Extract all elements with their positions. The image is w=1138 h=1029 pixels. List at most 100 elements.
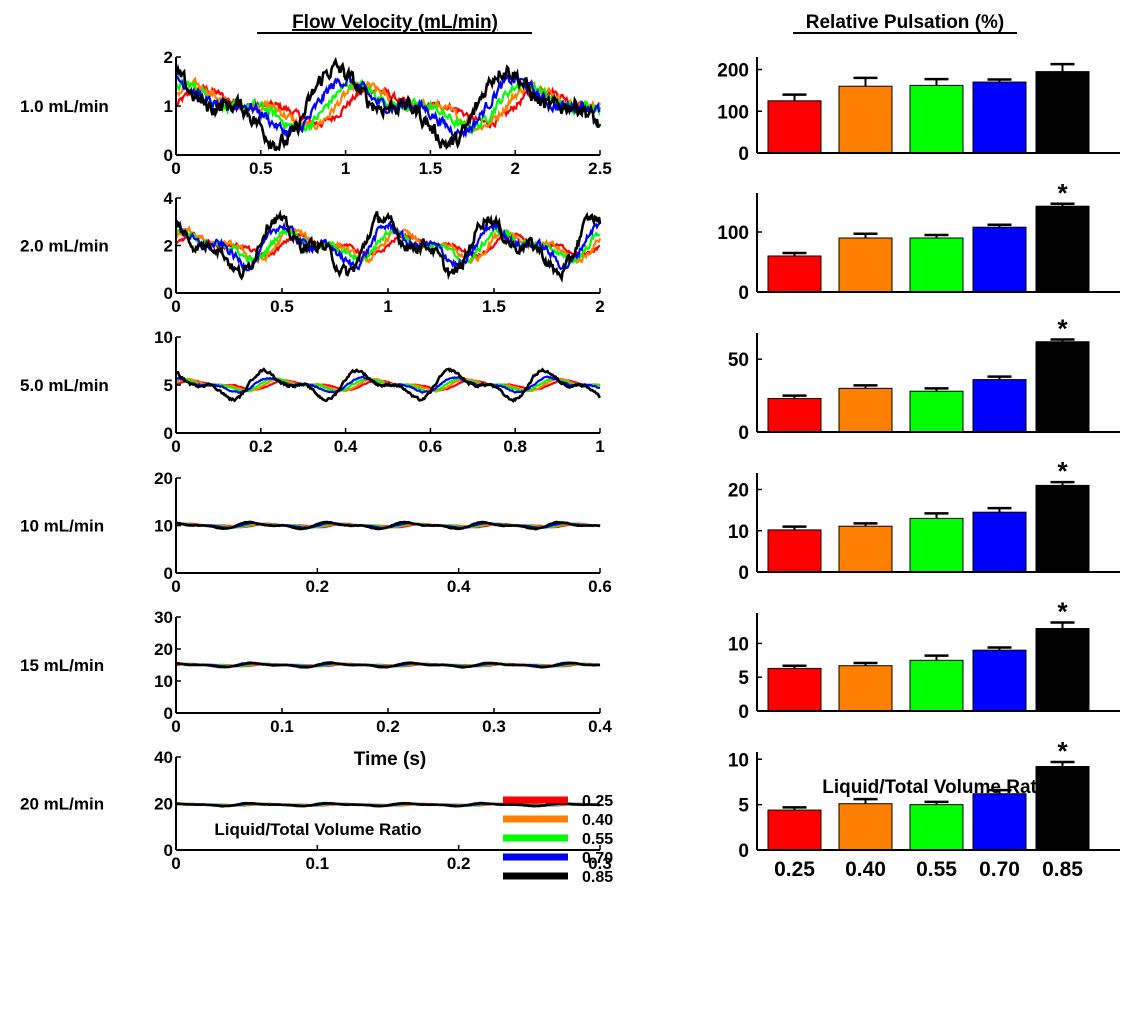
bar-0.70	[972, 81, 1027, 154]
x-tick-label: 1	[341, 159, 350, 178]
bar-0.85	[1035, 766, 1090, 851]
trace-0.85	[175, 367, 602, 403]
y-tick-label: 20	[154, 795, 173, 814]
y-tick-label: 40	[154, 748, 173, 767]
y-tick-label: 0	[738, 702, 749, 723]
flow-panel-1: 1.0 mL/min 0 1 2 0 0.5 1 1.5 2 2.5	[20, 48, 612, 178]
y-tick-label: 100	[717, 102, 749, 123]
trace-0.85	[174, 56, 602, 152]
flow-row-label: 1.0 mL/min	[20, 97, 109, 116]
bar-0.70	[972, 379, 1027, 433]
bar-0.55	[909, 390, 964, 433]
y-tick-label: 0	[164, 564, 173, 583]
x-tick-label: 1	[595, 437, 604, 456]
legend-label: 0.55	[582, 831, 613, 848]
y-tick-label: 20	[154, 640, 173, 659]
x-tick-label: 0.2	[447, 854, 471, 873]
pulsation-panel-5: * 0 5 10	[728, 596, 1120, 723]
y-tick-label: 4	[164, 189, 174, 208]
y-tick-label: 5	[738, 668, 749, 689]
x-tick-label: 0	[171, 297, 180, 316]
bar-0.25	[767, 398, 822, 433]
relative-pulsation-panels: 0 100 200 * 0 100 * 0 50 * 0 10 20 * 0 5 10 * 0 5 10 0.25 0.40…	[717, 57, 1120, 881]
bar-0.40	[838, 525, 893, 573]
x-category-label: 0.55	[916, 858, 957, 881]
x-tick-label: 0.6	[419, 437, 443, 456]
significance-marker: *	[1057, 596, 1068, 626]
y-tick-label: 100	[717, 223, 749, 244]
legend-label: 0.40	[582, 812, 613, 829]
y-tick-label: 0	[738, 283, 749, 304]
y-tick-label: 10	[154, 328, 173, 347]
x-tick-label: 0	[171, 577, 180, 596]
legend: Liquid/Total Volume Ratio 0.25 0.40 0.55 0.…	[214, 793, 613, 886]
legend-title: Liquid/Total Volume Ratio	[214, 820, 421, 839]
y-tick-label: 5	[738, 796, 749, 817]
x-tick-label: 0.1	[270, 717, 294, 736]
x-category-label: 0.40	[845, 858, 886, 881]
y-tick-label: 0	[738, 144, 749, 165]
x-tick-label: 0	[171, 854, 180, 873]
y-tick-label: 2	[164, 48, 173, 67]
x-category-label: 0.85	[1042, 858, 1083, 881]
bar-0.70	[972, 226, 1027, 293]
y-tick-label: 1	[164, 97, 173, 116]
x-tick-label: 2	[595, 297, 604, 316]
x-tick-label: 1.5	[419, 159, 443, 178]
bar-0.70	[972, 793, 1027, 851]
x-tick-label: 1	[383, 297, 392, 316]
y-tick-label: 2	[164, 237, 173, 256]
bar-0.40	[838, 85, 893, 154]
flow-row-label: 20 mL/min	[20, 795, 104, 814]
bar-0.40	[838, 387, 893, 433]
x-tick-label: 1.5	[482, 297, 506, 316]
y-tick-label: 0	[738, 563, 749, 584]
legend-label: 0.85	[582, 869, 613, 886]
bar-0.85	[1035, 628, 1090, 712]
left-x-axis-label: Time (s)	[354, 749, 427, 770]
trace-0.85	[175, 661, 601, 669]
flow-panel-3: 5.0 mL/min 0 5 10 0 0.2 0.4 0.6 0.8 1	[20, 328, 605, 456]
flow-row-label: 10 mL/min	[20, 517, 104, 536]
x-tick-label: 0	[171, 437, 180, 456]
x-tick-label: 0.2	[249, 437, 273, 456]
x-tick-label: 0.4	[588, 717, 612, 736]
x-tick-label: 2	[510, 159, 519, 178]
bar-0.25	[767, 100, 822, 154]
x-tick-label: 0.4	[447, 577, 471, 596]
x-tick-label: 0.2	[376, 717, 400, 736]
x-tick-label: 0.4	[334, 437, 358, 456]
bar-0.25	[767, 667, 822, 712]
bar-0.25	[767, 809, 822, 851]
x-tick-label: 0.3	[482, 717, 506, 736]
x-tick-label: 0.1	[306, 854, 330, 873]
bar-0.25	[767, 255, 822, 293]
pulsation-panel-2: * 0 100	[717, 178, 1120, 304]
trace-0.85	[175, 520, 601, 531]
y-tick-label: 0	[164, 704, 173, 723]
bar-0.55	[909, 804, 964, 851]
pulsation-panel-6: * 0 5 10 0.25 0.40 0.55 0.70 0.85	[728, 736, 1120, 881]
x-category-label: 0.70	[979, 858, 1020, 881]
x-tick-label: 0.5	[270, 297, 294, 316]
legend-label: 0.25	[582, 793, 613, 810]
bar-0.25	[767, 529, 822, 573]
flow-panel-2: 2.0 mL/min 0 2 4 0 0.5 1 1.5 2	[20, 189, 605, 316]
flow-row-label: 15 mL/min	[20, 656, 104, 675]
y-tick-label: 10	[728, 634, 749, 655]
right-column-title: Relative Pulsation (%)	[806, 12, 1005, 33]
bar-0.85	[1035, 205, 1090, 293]
y-tick-label: 200	[717, 61, 749, 82]
x-category-label: 0.25	[774, 858, 815, 881]
flow-row-label: 5.0 mL/min	[20, 376, 109, 395]
bar-0.85	[1035, 71, 1090, 154]
flow-panel-5: 15 mL/min 0 10 20 30 0 0.1 0.2 0.3 0.4	[20, 608, 612, 736]
y-tick-label: 0	[164, 424, 173, 443]
trace-0.85	[175, 209, 602, 283]
significance-marker: *	[1057, 736, 1068, 766]
x-tick-label: 0	[171, 717, 180, 736]
y-tick-label: 10	[154, 517, 173, 536]
flow-panel-4: 10 mL/min 0 10 20 0 0.2 0.4 0.6	[20, 469, 612, 596]
